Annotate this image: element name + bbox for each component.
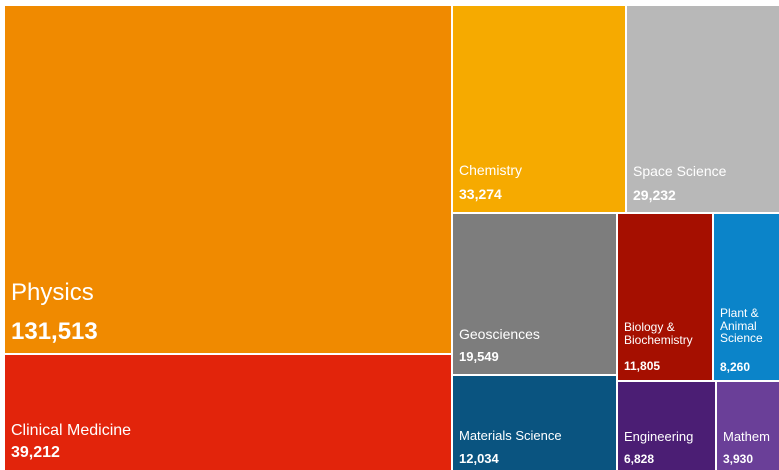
treemap-tile-mathem: Mathem 3,930: [717, 382, 779, 470]
tile-value: 33,274: [459, 186, 502, 202]
tile-value: 11,805: [624, 359, 661, 373]
tile-label: Physics: [11, 279, 94, 306]
treemap-tile-engineering: Engineering 6,828: [618, 382, 715, 470]
tile-label: Engineering: [624, 429, 694, 444]
tile-value: 8,260: [720, 360, 751, 374]
tile-label: Mathem: [723, 429, 770, 444]
treemap-tile-space-science: Space Science 29,232: [627, 6, 779, 212]
treemap-tile-materials-science: Materials Science 12,034: [453, 376, 616, 470]
treemap-tile-chemistry: Chemistry 33,274: [453, 6, 625, 212]
tile-value: 39,212: [11, 444, 60, 461]
treemap-tile-clinical-medicine: Clinical Medicine 39,212: [5, 355, 451, 470]
tile-value: 3,930: [723, 452, 754, 466]
tile-label: Materials Science: [459, 428, 562, 443]
tile-value: 12,034: [459, 451, 499, 466]
treemap-tile-plant-and-animal-science: Plant & Animal Science 8,260: [714, 214, 779, 380]
tile-label: Geosciences: [459, 326, 540, 342]
tile-label: Biology & Biochemistry: [624, 320, 693, 347]
tile-label: Space Science: [633, 163, 727, 179]
treemap-tile-biology-and-biochemistry: Biology & Biochemistry 11,805: [618, 214, 712, 380]
treemap-tile-geosciences: Geosciences 19,549: [453, 214, 616, 374]
tile-value: 29,232: [633, 187, 676, 203]
tile-label: Clinical Medicine: [11, 422, 132, 439]
treemap-tile-physics: Physics 131,513: [5, 6, 451, 353]
tile-label: Chemistry: [459, 162, 523, 178]
tile-value: 19,549: [459, 349, 499, 364]
tile-value: 6,828: [624, 452, 655, 466]
tile-label: Plant & Animal Science: [720, 306, 763, 346]
tile-value: 131,513: [11, 318, 98, 345]
